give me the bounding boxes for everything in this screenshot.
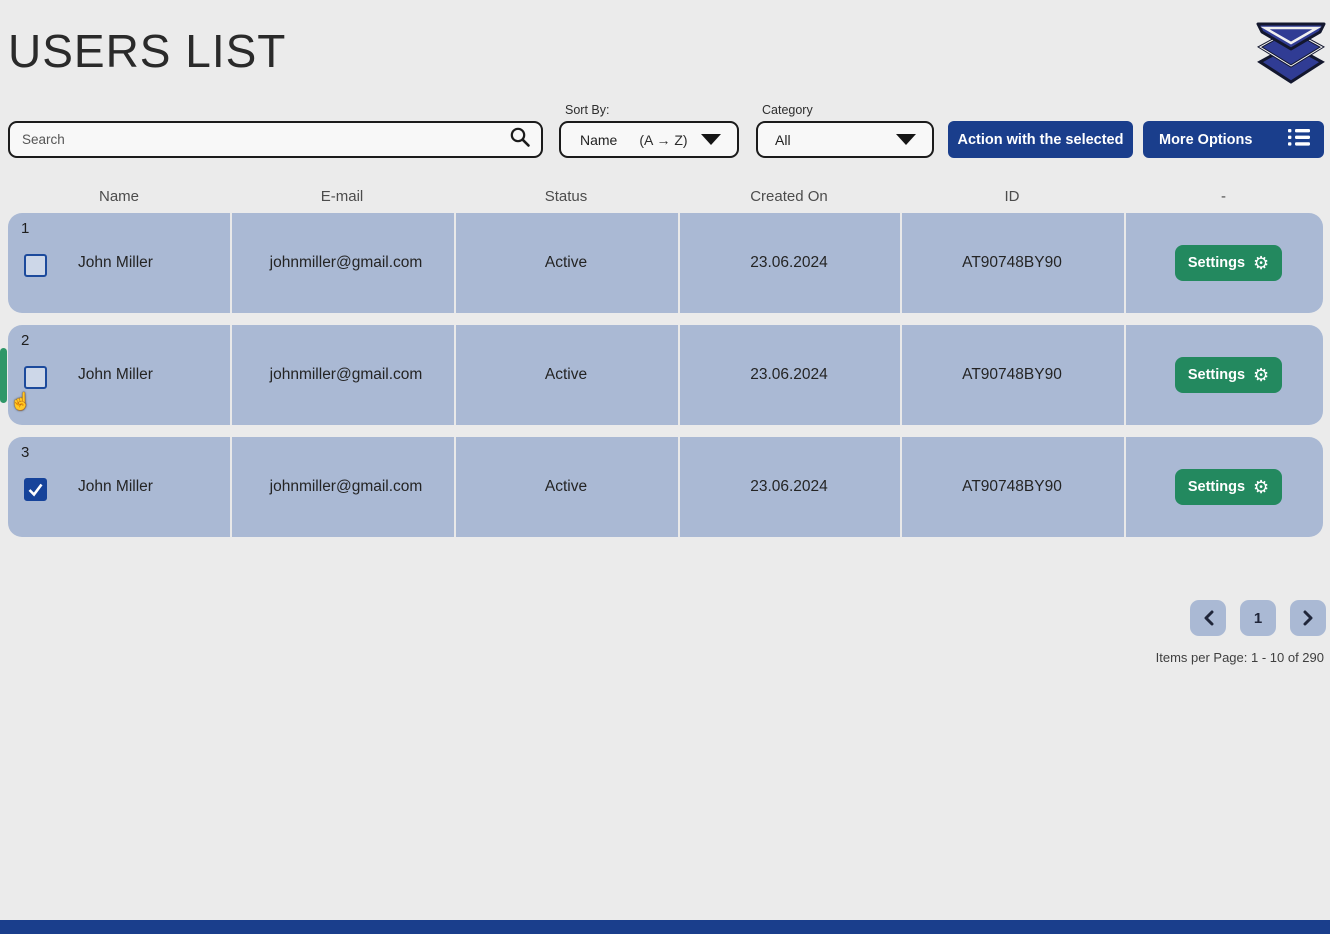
row-checkbox[interactable]	[24, 366, 47, 389]
category-dropdown[interactable]: All	[756, 121, 934, 158]
user-id: AT90748BY90	[962, 366, 1062, 383]
column-header-name: Name	[98, 188, 139, 205]
page-number-button[interactable]: 1	[1240, 600, 1276, 636]
column-header-status: Status	[544, 188, 588, 205]
settings-button[interactable]: Settings ⚙	[1175, 245, 1282, 281]
settings-label: Settings	[1187, 479, 1246, 495]
column-header-actions: -	[1221, 188, 1226, 205]
gear-icon: ⚙	[1253, 365, 1270, 385]
row-hover-indicator	[0, 348, 7, 403]
row-checkbox[interactable]	[24, 254, 47, 277]
user-created-on: 23.06.2024	[750, 254, 828, 271]
column-header-email: E-mail	[320, 188, 364, 205]
gear-icon: ⚙	[1253, 477, 1270, 497]
user-status: Active	[544, 254, 588, 271]
row-index: 2	[21, 332, 30, 349]
previous-page-button[interactable]	[1190, 600, 1226, 636]
settings-button[interactable]: Settings ⚙	[1175, 357, 1282, 393]
user-email: johnmiller@gmail.com	[269, 254, 423, 271]
list-icon	[1288, 129, 1310, 150]
action-with-selected-button[interactable]: Action with the selected	[948, 121, 1133, 158]
user-name: John Miller	[78, 478, 153, 495]
more-options-label: More Options	[1159, 131, 1253, 148]
hand-cursor-icon: ☝	[10, 392, 32, 411]
row-index: 3	[21, 444, 30, 461]
search-input[interactable]	[22, 132, 509, 147]
items-per-page-text: Items per Page: 1 - 10 of 290	[1155, 650, 1324, 665]
sort-by-value: Name	[580, 131, 618, 148]
sort-by-label: Sort By:	[565, 103, 610, 117]
more-options-button[interactable]: More Options	[1143, 121, 1324, 158]
row-checkbox[interactable]	[24, 478, 47, 501]
user-id: AT90748BY90	[962, 254, 1062, 271]
column-header-id: ID	[1004, 188, 1020, 205]
settings-label: Settings	[1187, 255, 1246, 271]
gear-icon: ⚙	[1253, 253, 1270, 273]
stacked-layers-logo-icon	[1254, 16, 1328, 89]
user-status: Active	[544, 366, 588, 383]
next-page-button[interactable]	[1290, 600, 1326, 636]
category-label: Category	[762, 103, 813, 117]
chevron-down-icon	[896, 134, 916, 145]
chevron-down-icon	[701, 134, 721, 145]
user-created-on: 23.06.2024	[750, 366, 828, 383]
user-id: AT90748BY90	[962, 478, 1062, 495]
table-row[interactable]: 2 John Miller johnmiller@gmail.com Activ…	[8, 325, 1323, 425]
page-title: USERS LIST	[8, 25, 287, 77]
table-row[interactable]: 3 John Miller johnmiller@gmail.com Activ…	[8, 437, 1323, 537]
column-header-created-on: Created On	[750, 188, 828, 205]
search-icon[interactable]	[509, 126, 531, 153]
settings-button[interactable]: Settings ⚙	[1175, 469, 1282, 505]
user-name: John Miller	[78, 366, 153, 383]
user-email: johnmiller@gmail.com	[269, 478, 423, 495]
footer-bar	[0, 920, 1330, 934]
user-created-on: 23.06.2024	[750, 478, 828, 495]
search-bar[interactable]	[8, 121, 543, 158]
category-value: All	[775, 131, 791, 148]
row-index: 1	[21, 220, 30, 237]
user-email: johnmiller@gmail.com	[269, 366, 423, 383]
sort-by-dropdown[interactable]: Name (A → Z)	[559, 121, 739, 158]
user-status: Active	[544, 478, 588, 495]
table-row[interactable]: 1 John Miller johnmiller@gmail.com Activ…	[8, 213, 1323, 313]
settings-label: Settings	[1187, 367, 1246, 383]
user-name: John Miller	[78, 254, 153, 271]
sort-by-direction: (A → Z)	[639, 131, 688, 148]
